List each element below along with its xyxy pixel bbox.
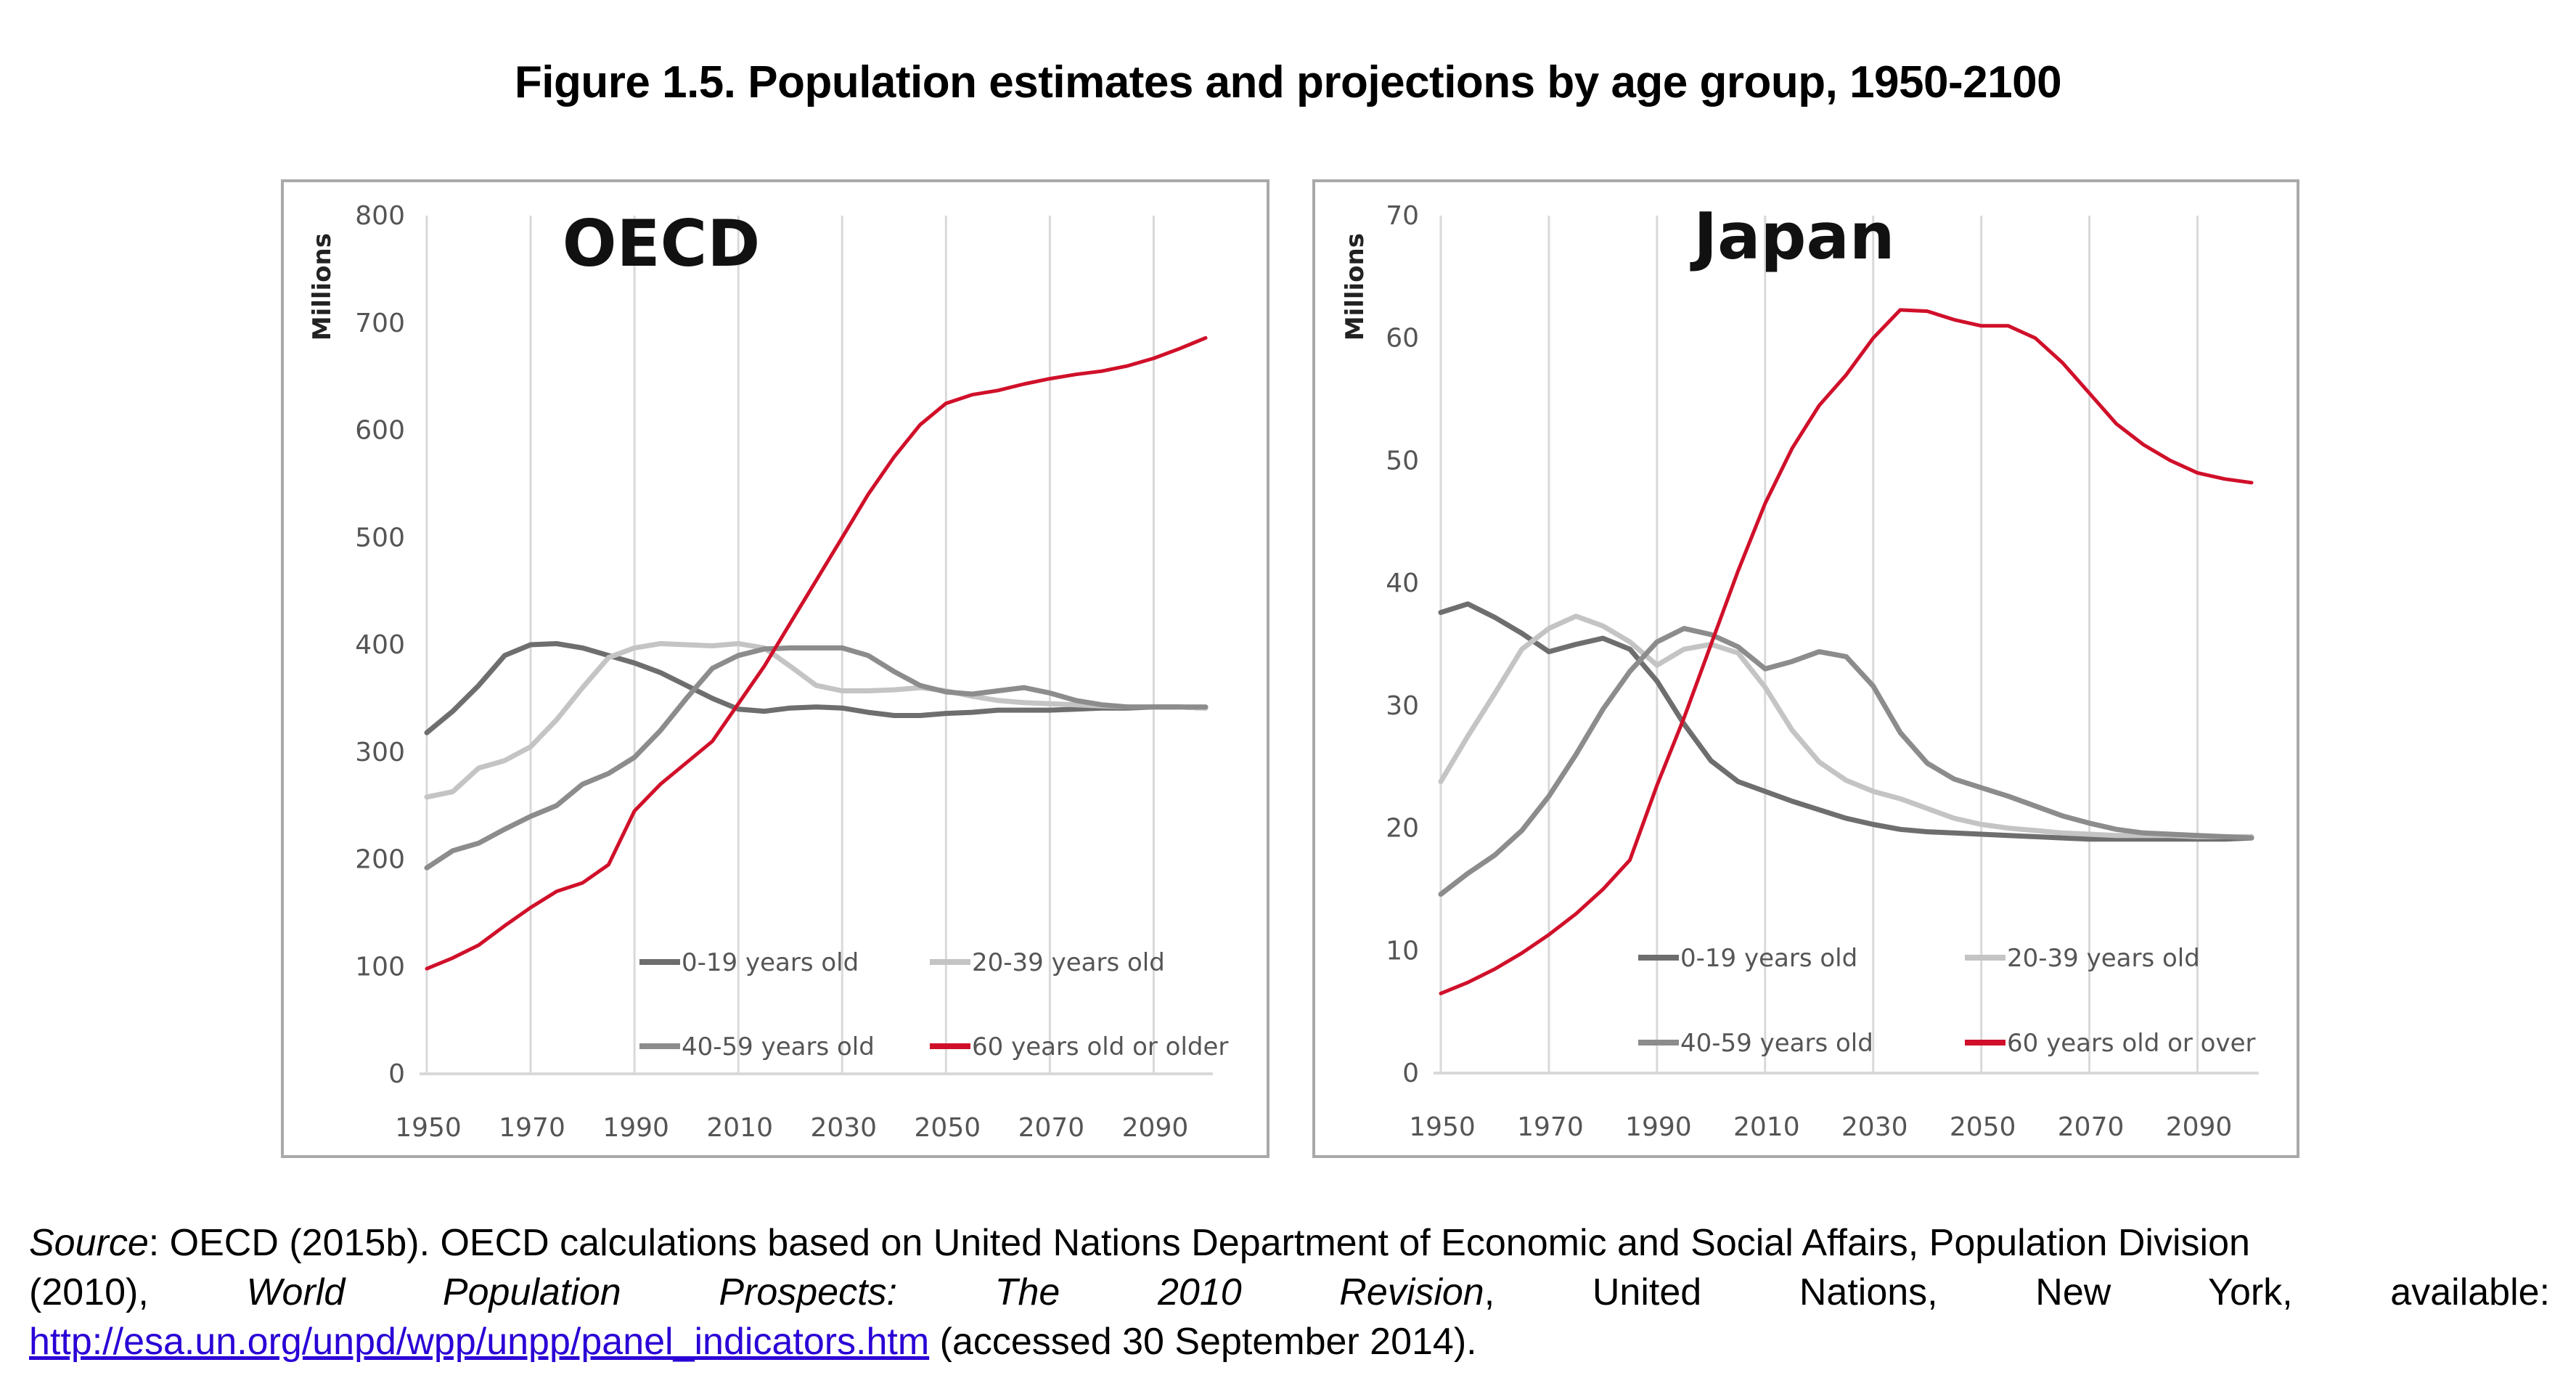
y-axis-label: Millions	[308, 233, 337, 341]
source-label: Source	[29, 1222, 149, 1264]
source-note: Source: OECD (2015b). OECD calculations …	[29, 1218, 2550, 1366]
oecd-line-chart: 0 100 200 300 400 500 600 700 800 1950 1970 1990 201…	[308, 201, 1228, 1143]
y-tick-label: 60	[1386, 324, 1419, 354]
x-tick-label: 1990	[602, 1113, 669, 1143]
y-tick-label: 700	[355, 309, 405, 338]
source-year: (2010),	[29, 1271, 149, 1313]
legend-item: 20-39 years old	[930, 948, 1165, 977]
x-tick-label: 1950	[1409, 1112, 1476, 1142]
x-tick-label: 2070	[2058, 1112, 2125, 1142]
y-tick-label: 50	[1386, 446, 1419, 476]
y-tick-label: 200	[355, 845, 405, 875]
legend-label: 20-39 years old	[972, 948, 1165, 977]
y-tick-label: 0	[1402, 1059, 1419, 1088]
x-tick-label: 2030	[1841, 1112, 1908, 1142]
y-tick-label: 10	[1386, 936, 1419, 966]
x-tick-label: 2090	[1122, 1113, 1189, 1143]
x-tick-label: 1970	[1517, 1112, 1584, 1142]
source-line2: (2010), World Population Prospects: The …	[29, 1268, 2550, 1317]
series-line-age-60-plus	[1439, 308, 2254, 995]
legend-label: 40-59 years old	[1680, 1029, 1873, 1058]
y-tick-label: 0	[388, 1059, 405, 1089]
series-line-age-40-59	[1438, 626, 2254, 897]
legend-item: 0-19 years old	[1638, 944, 1857, 973]
x-tick-label: 2050	[1950, 1112, 2016, 1142]
x-tick-label: 2070	[1018, 1113, 1085, 1143]
y-tick-label: 70	[1386, 201, 1419, 231]
legend-item: 60 years old or older	[930, 1032, 1228, 1061]
y-tick-label: 400	[355, 630, 405, 660]
x-tick-label: 2050	[915, 1113, 981, 1143]
chart-panel-oecd: 0 100 200 300 400 500 600 700 800 1950 1970 1990 201…	[281, 179, 1269, 1158]
chart-title: OECD	[563, 206, 761, 281]
series-line-age-20-39	[1438, 614, 2254, 839]
source-link[interactable]: http://esa.un.org/unpd/wpp/unpp/panel_in…	[29, 1321, 930, 1363]
y-tick-label: 100	[355, 952, 405, 982]
y-tick-label: 500	[355, 523, 405, 553]
source-publication-title: World Population Prospects: The 2010 Rev…	[246, 1271, 1484, 1313]
legend-item: 0-19 years old	[639, 948, 859, 977]
series-line-age-20-39	[424, 641, 1209, 800]
legend-label: 0-19 years old	[1680, 944, 1857, 973]
x-tick-label: 2030	[810, 1113, 877, 1143]
y-tick-label: 30	[1386, 691, 1419, 721]
legend-label: 40-59 years old	[682, 1032, 875, 1061]
y-tick-label: 800	[355, 201, 405, 231]
y-tick-label: 300	[355, 738, 405, 767]
x-tick-label: 2010	[1733, 1112, 1800, 1142]
series-line-age-40-59	[424, 645, 1209, 871]
x-tick-label: 1950	[395, 1113, 462, 1143]
series-line-age-60-plus	[425, 335, 1208, 971]
legend-item: 40-59 years old	[639, 1032, 875, 1061]
legend-label: 0-19 years old	[682, 948, 859, 977]
legend-item: 60 years old or over	[1965, 1029, 2256, 1058]
x-tick-label: 1970	[499, 1113, 565, 1143]
series-line-age-0-19	[1438, 601, 2254, 842]
y-tick-label: 20	[1386, 814, 1419, 844]
legend-label: 20-39 years old	[2007, 944, 2200, 973]
x-tick-label: 2010	[706, 1113, 773, 1143]
source-text-line1: : OECD (2015b). OECD calculations based …	[148, 1222, 2250, 1264]
y-axis-label: Millions	[1341, 233, 1370, 341]
y-tick-label: 600	[355, 416, 405, 446]
legend-label: 60 years old or older	[972, 1032, 1228, 1061]
legend-label: 60 years old or over	[2007, 1029, 2256, 1058]
x-tick-label: 2090	[2166, 1112, 2233, 1142]
chart-title: Japan	[1690, 199, 1894, 274]
x-tick-label: 1990	[1625, 1112, 1692, 1142]
series-line-age-0-19	[424, 641, 1209, 735]
y-tick-label: 40	[1386, 568, 1419, 598]
legend-item: 40-59 years old	[1638, 1029, 1873, 1058]
legend-item: 20-39 years old	[1965, 944, 2200, 973]
figure-title: Figure 1.5. Population estimates and pro…	[514, 57, 2062, 107]
source-publisher: , United Nations, New York, available:	[1484, 1271, 2551, 1313]
source-accessed: (accessed 30 September 2014).	[929, 1321, 1477, 1363]
chart-panel-japan: 0 10 20 30 40 50 60 70 1950 1970 1990 2010 2030 2050 2…	[1312, 179, 2299, 1158]
